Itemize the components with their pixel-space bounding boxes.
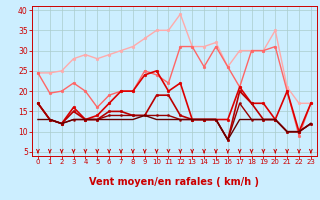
X-axis label: Vent moyen/en rafales ( km/h ): Vent moyen/en rafales ( km/h ) [89,177,260,187]
